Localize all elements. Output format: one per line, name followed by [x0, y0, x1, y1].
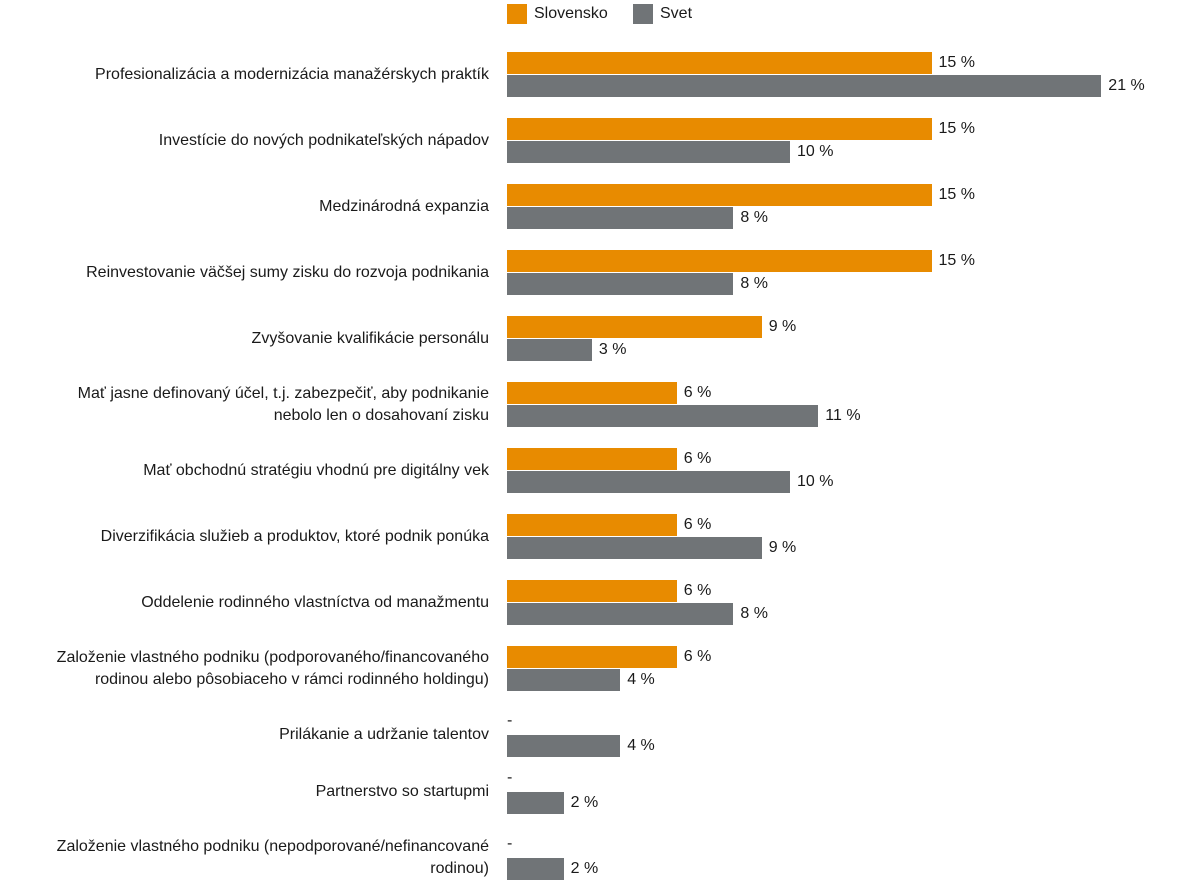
bar-slovensko — [507, 184, 932, 206]
category-label: Založenie vlastného podniku (podporované… — [56, 648, 489, 688]
value-label: 11 % — [825, 407, 861, 424]
value-label: 6 % — [683, 516, 712, 533]
bar-slovensko — [507, 448, 677, 470]
bar-svet — [507, 405, 819, 427]
value-label: 3 % — [598, 341, 627, 358]
value-label: 6 % — [683, 648, 712, 665]
bar-svet — [507, 537, 762, 559]
bar-slovensko — [507, 52, 932, 74]
value-label: 4 % — [627, 671, 655, 688]
category-label: Profesionalizácia a modernizácia manažér… — [95, 65, 489, 83]
value-label: 10 % — [797, 143, 834, 160]
category-label: Reinvestovanie väčšej sumy zisku do rozv… — [86, 263, 489, 281]
category-label: Medzinárodná expanzia — [319, 197, 489, 215]
category-label: Mať obchodnú stratégiu vhodnú pre digitá… — [143, 461, 489, 479]
value-label: 6 % — [683, 450, 712, 467]
value-label: 2 % — [570, 794, 599, 811]
value-label: 8 % — [740, 275, 768, 292]
value-label: 8 % — [740, 209, 768, 226]
bar-svet — [507, 339, 592, 361]
value-label: 15 % — [938, 54, 975, 71]
category-label: Investície do nových podnikateľských náp… — [158, 131, 489, 149]
bar-svet — [507, 273, 734, 295]
legend-swatch-svet — [633, 4, 653, 24]
bar-svet — [507, 75, 1102, 97]
value-label: 9 % — [768, 539, 797, 556]
bar-svet — [507, 471, 790, 493]
value-label: 8 % — [740, 605, 768, 622]
value-label: 2 % — [570, 860, 599, 877]
bar-slovensko — [507, 316, 762, 338]
value-label: 4 % — [627, 737, 655, 754]
legend-label-svet: Svet — [660, 5, 693, 22]
bar-slovensko — [507, 580, 677, 602]
missing-value-label: - — [507, 769, 513, 786]
bar-svet — [507, 735, 621, 757]
bar-slovensko — [507, 382, 677, 404]
value-label: 9 % — [768, 318, 797, 335]
bar-svet — [507, 207, 734, 229]
missing-value-label: - — [507, 835, 513, 852]
value-label: 6 % — [683, 384, 712, 401]
category-label: Zvyšovanie kvalifikácie personálu — [251, 329, 489, 347]
bar-slovensko — [507, 514, 677, 536]
category-label: Partnerstvo so startupmi — [315, 782, 489, 800]
missing-value-label: - — [507, 712, 513, 729]
category-label: Založenie vlastného podniku (nepodporova… — [56, 837, 489, 877]
bar-svet — [507, 792, 564, 814]
bar-svet — [507, 669, 621, 691]
value-label: 15 % — [938, 252, 975, 269]
category-label: Mať jasne definovaný účel, t.j. zabezpeč… — [77, 384, 489, 424]
category-label: Prilákanie a udržanie talentov — [279, 725, 489, 743]
value-label: 6 % — [683, 582, 712, 599]
bar-svet — [507, 858, 564, 880]
legend-label-slovensko: Slovensko — [534, 5, 608, 22]
bar-slovensko — [507, 118, 932, 140]
value-label: 10 % — [797, 473, 834, 490]
legend-swatch-slovensko — [507, 4, 527, 24]
value-label: 15 % — [938, 120, 975, 137]
category-label: Oddelenie rodinného vlastníctva od manaž… — [141, 593, 489, 611]
bar-svet — [507, 141, 790, 163]
bar-slovensko — [507, 646, 677, 668]
bar-slovensko — [507, 250, 932, 272]
bar-svet — [507, 603, 734, 625]
value-label: 21 % — [1108, 77, 1145, 94]
value-label: 15 % — [938, 186, 975, 203]
category-label: Diverzifikácia služieb a produktov, ktor… — [100, 527, 489, 545]
